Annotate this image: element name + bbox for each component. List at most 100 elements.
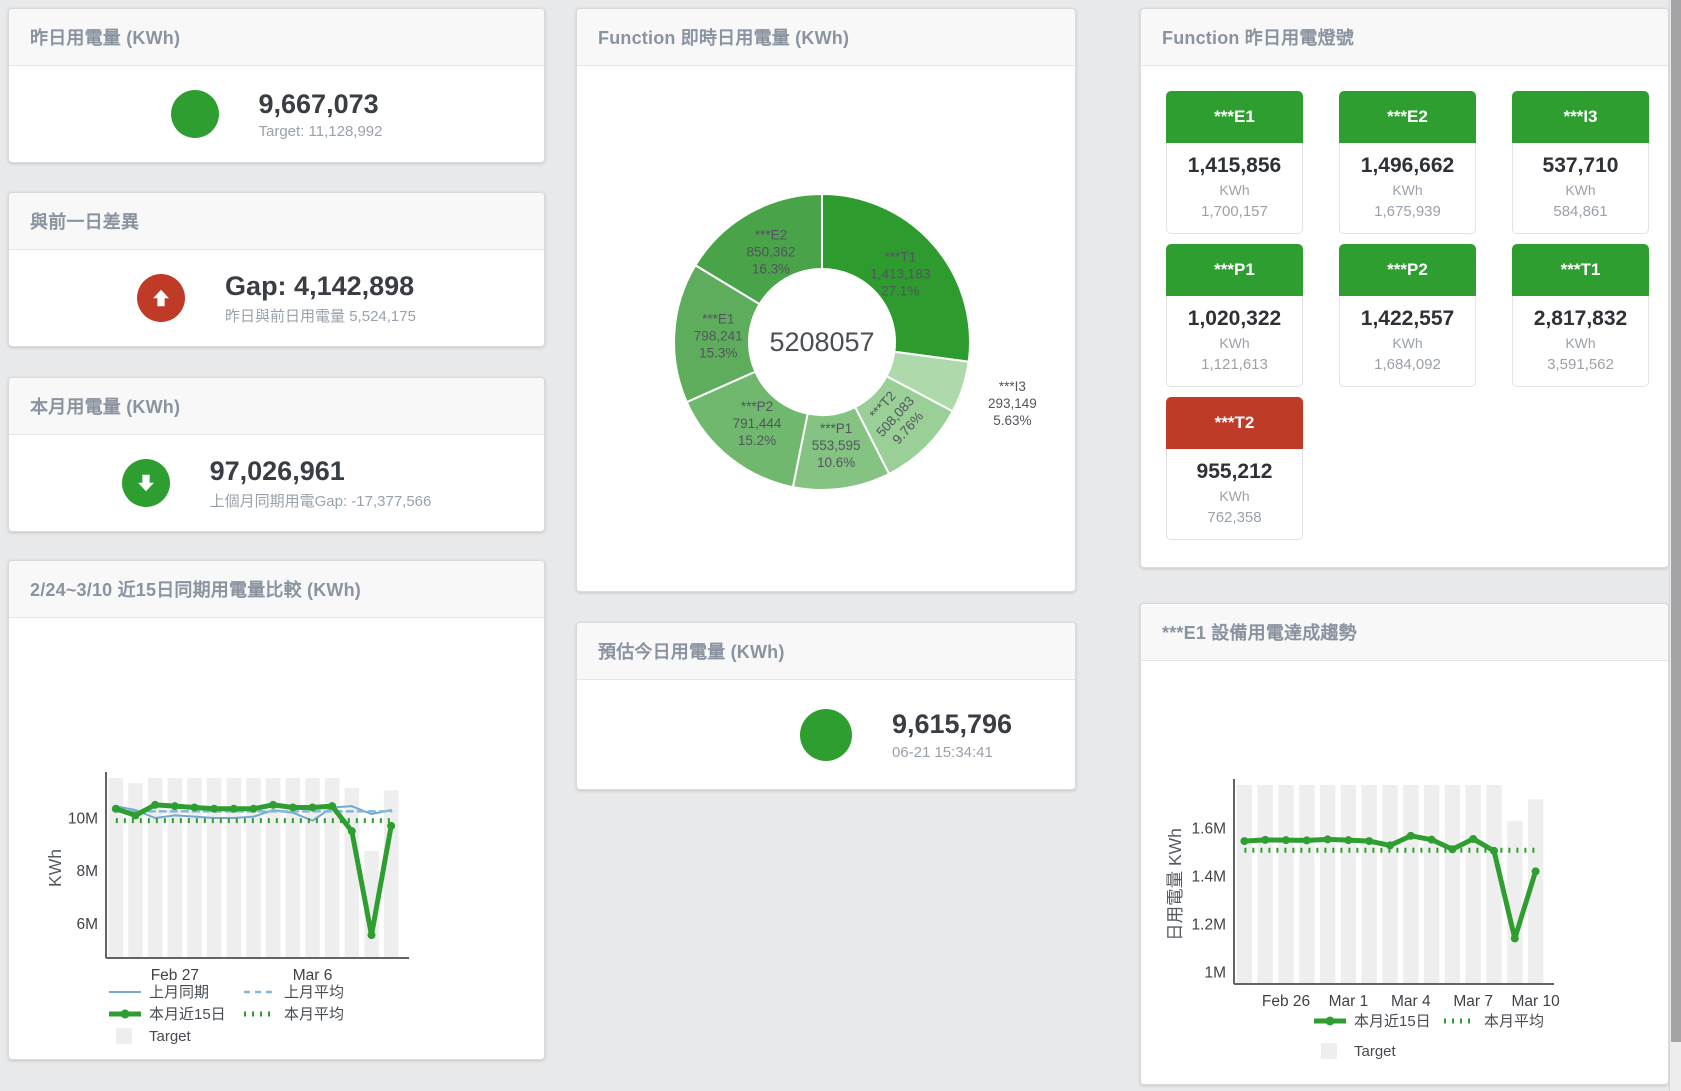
card-title: 2/24~3/10 近15日同期用電量比較 (KWh): [30, 580, 361, 600]
data-point: [367, 931, 376, 940]
tile-body: 1,020,322 KWh 1,121,613: [1166, 296, 1303, 387]
svg-text:Target: Target: [149, 1028, 192, 1045]
y-tick-label: 1.2M: [1192, 917, 1226, 934]
tile-value: 537,710: [1542, 154, 1619, 177]
target-bar: [1382, 785, 1398, 984]
tile-label: ***I3: [1563, 107, 1598, 126]
tile-status-header: ***T2: [1166, 397, 1303, 449]
data-point: [269, 800, 278, 809]
tile-status-header: ***T1: [1512, 244, 1649, 296]
data-point: [1323, 835, 1332, 844]
scrollbar-thumb[interactable]: [1671, 0, 1681, 1042]
x-tick-label: Mar 4: [1391, 993, 1431, 1010]
legend-item[interactable]: Target: [116, 1028, 192, 1045]
x-tick-label: Mar 7: [1453, 993, 1493, 1010]
target-bar: [383, 790, 399, 958]
green-status-circle-icon: [799, 708, 852, 761]
tile-target: 1,684,092: [1374, 356, 1441, 373]
tile-target: 1,700,157: [1201, 203, 1268, 220]
tile-status-header: ***P1: [1166, 244, 1303, 296]
target-bar: [1319, 785, 1336, 984]
slice-label: ***E2 850,362 16.3%: [747, 227, 796, 276]
function-realtime-daily-usage-donut: ***T1 1,413,183 27.1%***I3 293,149 5.63%***T…: [673, 192, 1037, 491]
x-tick-label: Mar 1: [1329, 993, 1369, 1010]
month-usage-value: 97,026,961: [209, 455, 345, 486]
target-bar: [167, 778, 183, 958]
tile-target: 584,861: [1553, 203, 1608, 220]
day-gap-value: Gap: 4,142,898: [225, 270, 415, 301]
realtime-usage-donut-chart: ***T1 1,413,183 27.1% ***I3 293,149 5.63% ***T…: [577, 66, 1075, 591]
legend-item[interactable]: 上月同期: [109, 984, 209, 1001]
status-tiles-grid: ***E1 1,415,856 KWh 1,700,157 ***E2 1,496,662…: [1141, 66, 1668, 540]
card-day-gap: 與前一日差異 Gap: 4,142,898 昨日與前日用電量 5,524,175: [8, 192, 545, 347]
target-bar: [1236, 785, 1253, 984]
x-tick-label: Feb 27: [151, 967, 199, 984]
slice-label: ***E1 798,241 15.3%: [694, 311, 743, 360]
stat-body: 97,026,961 上個月同期用電Gap: -17,377,566: [9, 435, 544, 531]
legend-item[interactable]: 本月平均: [1444, 1013, 1544, 1030]
light-tile-I3: ***I3 537,710 KWh 584,861: [1512, 91, 1649, 234]
card-title: ***E1 設備用電達成趨勢: [1162, 623, 1357, 643]
donut-slice-T1[interactable]: [821, 192, 971, 363]
svg-text:Target: Target: [1354, 1043, 1397, 1060]
light-tile-T2: ***T2 955,212 KWh 762,358: [1166, 397, 1303, 540]
stat-body: 9,615,796 06-21 15:34:41: [657, 680, 1155, 789]
y-tick-label: 10M: [68, 811, 98, 828]
target-bar: [1486, 785, 1502, 984]
data-point: [1261, 835, 1270, 844]
y-tick-label: 1.6M: [1192, 821, 1226, 838]
tile-label: ***P2: [1387, 260, 1428, 279]
card-header: Function 即時日用電量 (KWh): [577, 9, 1075, 66]
stat-body: 9,667,073 Target: 11,128,992: [9, 66, 544, 162]
scrollbar[interactable]: [1669, 0, 1681, 1091]
data-point: [308, 803, 317, 812]
light-tile-E2: ***E2 1,496,662 KWh 1,675,939: [1339, 91, 1476, 234]
legend-item[interactable]: 本月近15日: [109, 1006, 226, 1023]
donut-slice-E1[interactable]: [673, 263, 761, 404]
svg-text:本月平均: 本月平均: [284, 1006, 344, 1023]
tile-value: 2,817,832: [1533, 307, 1628, 330]
green-status-circle-icon: [170, 90, 219, 138]
left-column: 昨日用電量 (KWh) 9,667,073 Target: 11,128,992…: [8, 8, 545, 1060]
tile-target: 1,675,939: [1374, 203, 1441, 220]
data-point: [1510, 934, 1519, 943]
yesterday-usage-value: 9,667,073: [258, 88, 379, 119]
legend-item[interactable]: Target: [1321, 1043, 1397, 1060]
estimate-timestamp: 06-21 15:34:41: [891, 743, 993, 761]
y-tick-label: 1.4M: [1192, 869, 1226, 886]
donut-slice-E2[interactable]: [694, 192, 823, 306]
target-bar: [344, 788, 360, 958]
y-axis-title: KWh: [45, 849, 65, 887]
target-bar: [1444, 785, 1461, 984]
y-axis-title: 日用電量 KWh: [1165, 828, 1185, 941]
target-bar: [324, 778, 340, 958]
card-header: Function 昨日用電燈號: [1141, 9, 1668, 66]
data-point: [1344, 836, 1353, 845]
card-title: Function 即時日用電量 (KWh): [598, 28, 850, 48]
slice-label: ***P2 791,444 15.2%: [733, 399, 782, 448]
tile-body: 1,496,662 KWh 1,675,939: [1339, 143, 1476, 234]
legend-item[interactable]: 本月平均: [244, 1006, 344, 1023]
target-bar: [206, 778, 222, 958]
tile-body: 537,710 KWh 584,861: [1512, 143, 1649, 234]
target-legend-swatch: [1321, 1043, 1337, 1059]
tile-value: 1,415,856: [1187, 154, 1282, 177]
legend-item[interactable]: 本月近15日: [1314, 1013, 1431, 1030]
data-point: [229, 804, 238, 813]
slice-label: ***T1 1,413,183 27.1%: [870, 250, 930, 299]
y-tick-label: 8M: [76, 863, 98, 880]
card-title: 與前一日差異: [30, 212, 140, 232]
tile-body: 1,422,557 KWh 1,684,092: [1339, 296, 1476, 387]
right-column: Function 昨日用電燈號 ***E1 1,415,856 KWh 1,700,1…: [1140, 8, 1669, 1085]
target-bar: [108, 778, 124, 958]
legend-item[interactable]: 上月平均: [244, 984, 344, 1001]
tile-unit: KWh: [1219, 488, 1250, 504]
target-bar: [285, 778, 301, 958]
target-bar: [187, 778, 202, 958]
card-month-usage: 本月用電量 (KWh) 97,026,961 上個月同期用電Gap: -17,3…: [8, 377, 545, 532]
data-point: [347, 827, 356, 836]
light-tile-P1: ***P1 1,020,322 KWh 1,121,613: [1166, 244, 1303, 387]
target-bar: [1340, 785, 1357, 984]
target-bar: [364, 850, 379, 958]
tile-value: 1,422,557: [1360, 307, 1455, 330]
